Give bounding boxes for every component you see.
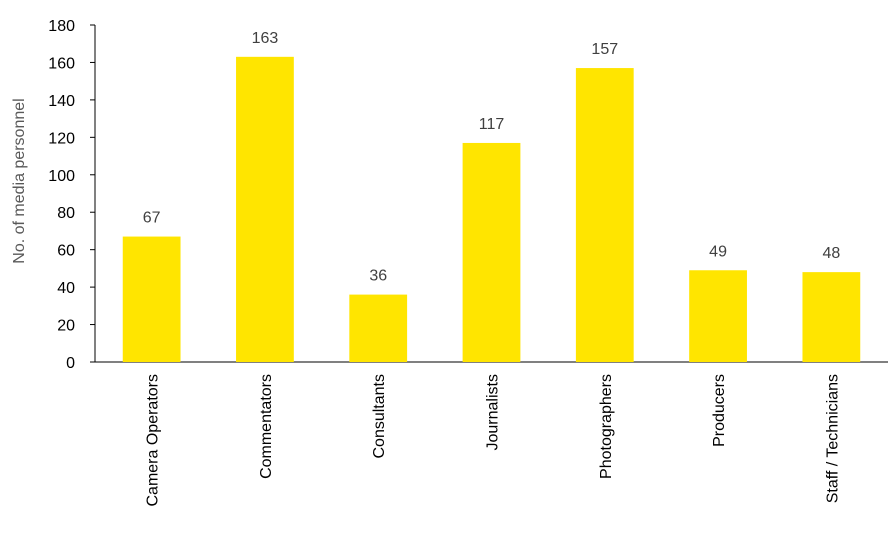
bar-value-label: 117 xyxy=(479,116,505,133)
x-axis-labels: Camera Operators Commentators Consultants J… xyxy=(145,374,842,507)
bar xyxy=(349,294,408,362)
bars-group xyxy=(122,56,861,363)
x-category-label: Commentators xyxy=(258,374,275,479)
y-tick-label: 120 xyxy=(48,130,75,147)
y-axis-ticks: 0 20 40 60 80 100 120 140 160 180 xyxy=(48,18,95,372)
x-category-label: Consultants xyxy=(371,374,388,459)
y-tick-label: 40 xyxy=(57,280,75,297)
bar xyxy=(236,56,294,362)
x-category-label: Photographers xyxy=(598,374,615,479)
bar xyxy=(575,68,634,363)
bar-value-label: 49 xyxy=(709,243,727,260)
bar-value-label: 67 xyxy=(143,210,161,227)
bar xyxy=(462,142,521,362)
y-tick-label: 100 xyxy=(48,168,75,185)
y-axis-title: No. of media personnel xyxy=(11,98,28,263)
data-labels-group: 67 163 36 117 157 49 48 xyxy=(143,30,841,285)
x-category-label: Camera Operators xyxy=(145,374,162,507)
bar-value-label: 157 xyxy=(591,41,618,58)
y-tick-label: 180 xyxy=(48,18,75,35)
y-tick-label: 140 xyxy=(48,93,75,110)
y-tick-label: 0 xyxy=(66,355,75,372)
x-category-label: Staff / Technicians xyxy=(824,374,841,503)
bar-value-label: 48 xyxy=(822,245,840,262)
bar-value-label: 163 xyxy=(252,30,279,47)
x-category-label: Journalists xyxy=(485,374,502,450)
x-category-label: Producers xyxy=(711,374,728,447)
bar xyxy=(689,270,747,362)
bar xyxy=(802,272,861,362)
y-tick-label: 80 xyxy=(57,205,75,222)
bar-value-label: 36 xyxy=(369,268,387,285)
y-tick-label: 20 xyxy=(57,318,75,335)
y-tick-label: 60 xyxy=(57,243,75,260)
y-tick-label: 160 xyxy=(48,55,75,72)
bar xyxy=(122,236,181,362)
